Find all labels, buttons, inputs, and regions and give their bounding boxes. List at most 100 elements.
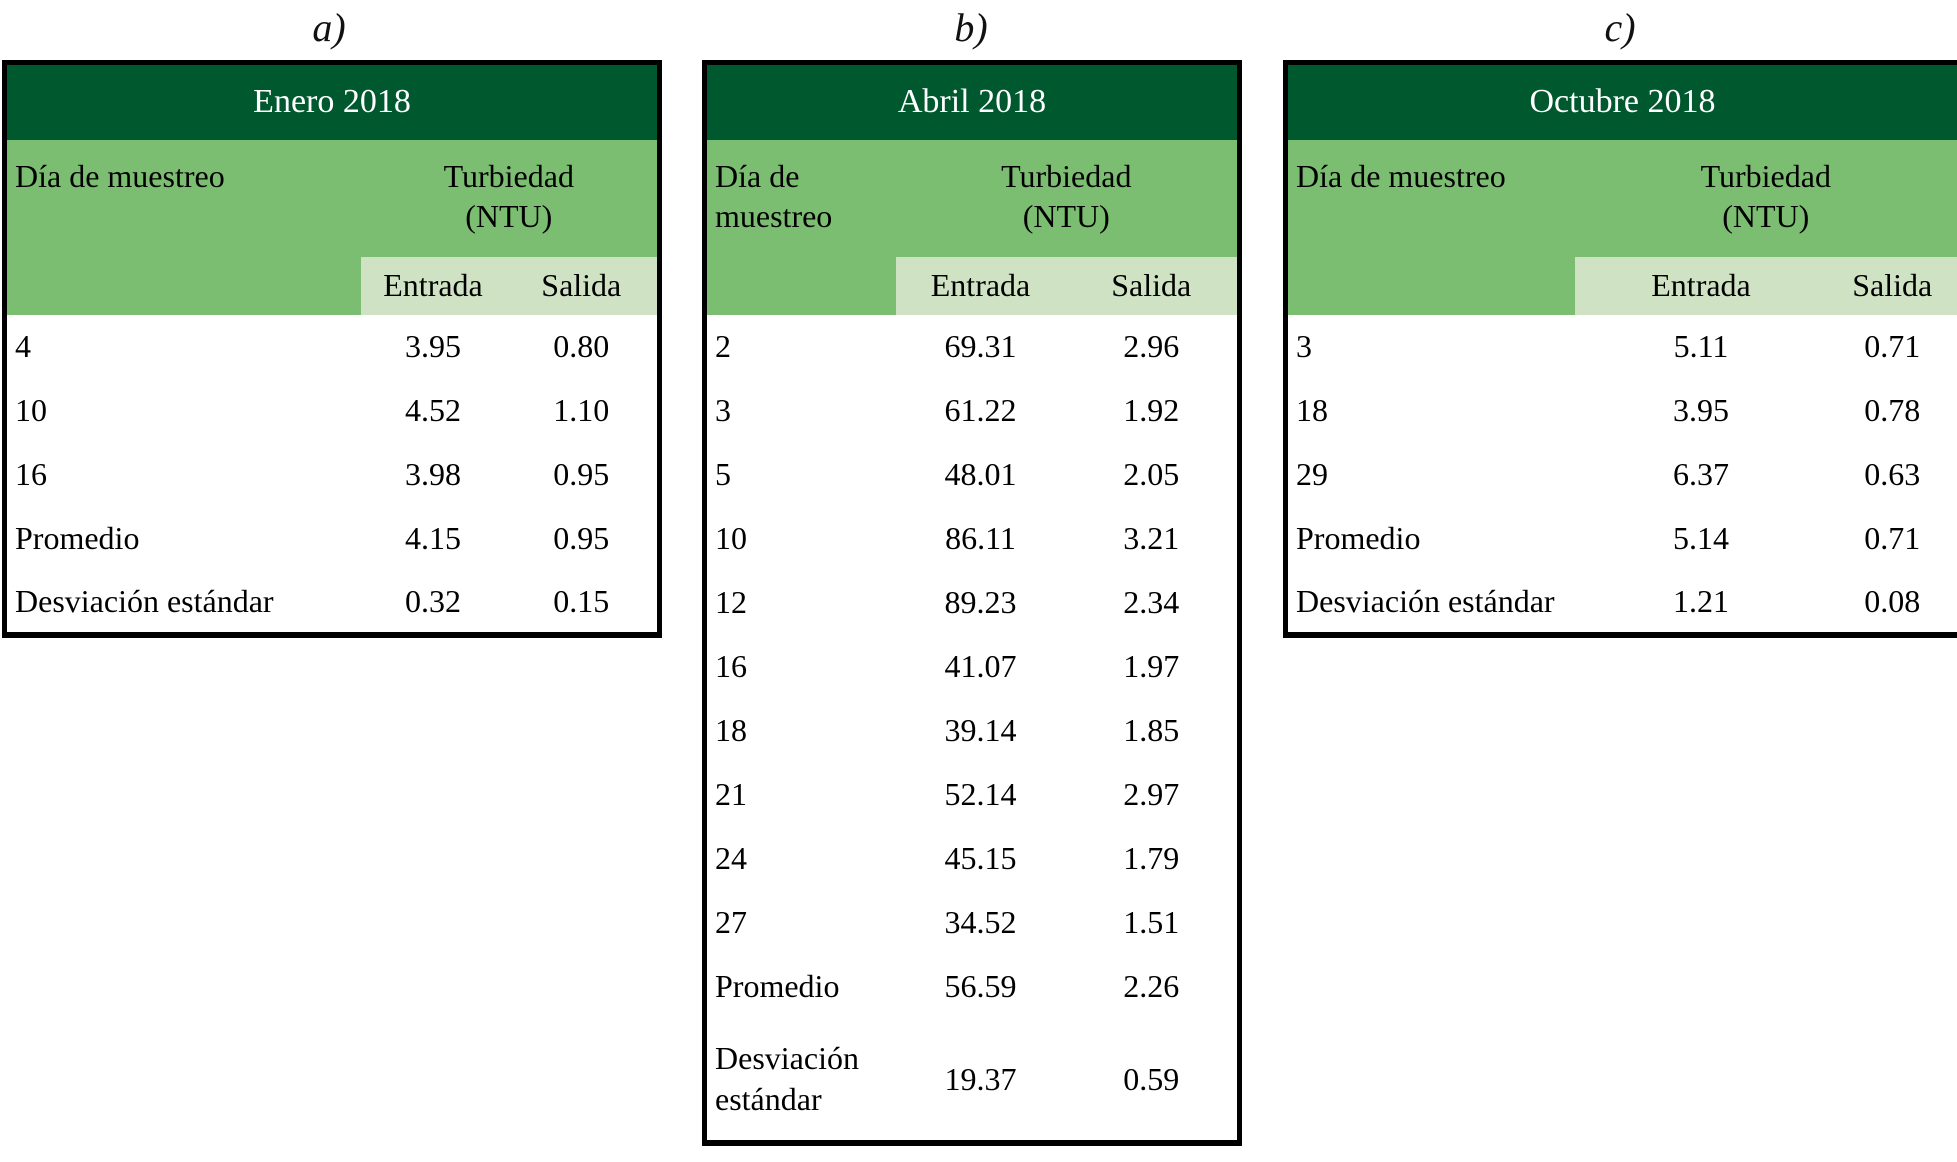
table-row: 10 4.52 1.10 <box>4 378 660 443</box>
cell-salida: 0.63 <box>1827 442 1957 507</box>
cell-day: Promedio <box>704 954 896 1019</box>
cell-day: Desviación estándar <box>704 1018 896 1143</box>
cell-entrada: 39.14 <box>895 698 1066 763</box>
table-row: Desviación estándar 0.32 0.15 <box>4 570 660 635</box>
table-row: 29 6.37 0.63 <box>1285 442 1957 507</box>
table-row: 24 45.15 1.79 <box>704 826 1240 891</box>
cell-day: 21 <box>704 762 896 827</box>
cell-entrada: 69.31 <box>895 314 1066 379</box>
cell-entrada: 61.22 <box>895 378 1066 443</box>
cell-day: Promedio <box>1285 506 1575 571</box>
column-header-day: Día de muestreo <box>4 139 361 315</box>
cell-salida: 0.08 <box>1827 570 1957 635</box>
cell-salida: 0.71 <box>1827 314 1957 379</box>
cell-salida: 2.05 <box>1065 442 1240 507</box>
cell-entrada: 0.32 <box>360 570 506 635</box>
cell-salida: 2.96 <box>1065 314 1240 379</box>
cell-day: 18 <box>1285 378 1575 443</box>
cell-entrada: 86.11 <box>895 506 1066 571</box>
cell-entrada: 3.98 <box>360 442 506 507</box>
cell-entrada: 3.95 <box>360 314 506 379</box>
cell-salida: 2.34 <box>1065 570 1240 635</box>
cell-day: 12 <box>704 570 896 635</box>
cell-salida: 0.59 <box>1065 1018 1240 1143</box>
cell-day: Desviación estándar <box>1285 570 1575 635</box>
cell-day: 24 <box>704 826 896 891</box>
table-octubre-2018: Octubre 2018 Día de muestreo Turbiedad (… <box>1283 60 1957 638</box>
cell-salida: 0.95 <box>505 506 660 571</box>
table-enero-2018: Enero 2018 Día de muestreo Turbiedad (NT… <box>2 60 663 638</box>
table-row: 5 48.01 2.05 <box>704 442 1240 507</box>
table-row: 27 34.52 1.51 <box>704 890 1240 955</box>
table-row: Promedio 5.14 0.71 <box>1285 506 1957 571</box>
column-header-turbidity: Turbiedad (NTU) <box>895 139 1240 257</box>
table-row: 18 3.95 0.78 <box>1285 378 1957 443</box>
cell-day: 10 <box>704 506 896 571</box>
cell-entrada: 89.23 <box>895 570 1066 635</box>
cell-entrada: 41.07 <box>895 634 1066 699</box>
turbidity-unit: (NTU) <box>1022 198 1110 235</box>
column-header-inflow: Entrada <box>1574 256 1828 315</box>
cell-entrada: 5.11 <box>1574 314 1828 379</box>
cell-day: 10 <box>4 378 361 443</box>
cell-salida: 1.79 <box>1065 826 1240 891</box>
cell-entrada: 56.59 <box>895 954 1066 1019</box>
turbidity-unit: (NTU) <box>1722 198 1810 235</box>
table-row: 18 39.14 1.85 <box>704 698 1240 763</box>
cell-salida: 1.85 <box>1065 698 1240 763</box>
cell-entrada: 19.37 <box>895 1018 1066 1143</box>
cell-day: Promedio <box>4 506 361 571</box>
data-table: Abril 2018 Día de muestreo Turbiedad (NT… <box>702 60 1242 1146</box>
column-header-turbidity: Turbiedad (NTU) <box>360 139 660 257</box>
table-row: 16 3.98 0.95 <box>4 442 660 507</box>
cell-salida: 0.80 <box>505 314 660 379</box>
table-title: Abril 2018 <box>704 62 1240 140</box>
cell-entrada: 3.95 <box>1574 378 1828 443</box>
cell-salida: 1.92 <box>1065 378 1240 443</box>
table-row: 16 41.07 1.97 <box>704 634 1240 699</box>
table-title: Enero 2018 <box>4 62 660 140</box>
cell-day: 16 <box>4 442 361 507</box>
cell-entrada: 4.52 <box>360 378 506 443</box>
cell-entrada: 45.15 <box>895 826 1066 891</box>
cell-salida: 0.15 <box>505 570 660 635</box>
cell-salida: 0.71 <box>1827 506 1957 571</box>
cell-salida: 2.97 <box>1065 762 1240 827</box>
cell-entrada: 6.37 <box>1574 442 1828 507</box>
table-row: 3 5.11 0.71 <box>1285 314 1957 379</box>
turbidity-label: Turbiedad <box>1700 157 1831 194</box>
cell-day: 16 <box>704 634 896 699</box>
table-row: Promedio 4.15 0.95 <box>4 506 660 571</box>
table-body: 2 69.31 2.96 3 61.22 1.92 5 48.01 2.05 10 86.11 3.2… <box>704 314 1240 1143</box>
cell-day: 4 <box>4 314 361 379</box>
cell-entrada: 52.14 <box>895 762 1066 827</box>
cell-entrada: 5.14 <box>1574 506 1828 571</box>
table-row: Desviación estándar 19.37 0.59 <box>704 1018 1240 1143</box>
cell-salida: 1.97 <box>1065 634 1240 699</box>
table-abril-2018: Abril 2018 Día de muestreo Turbiedad (NT… <box>702 60 1242 1146</box>
panel-label-a: a) <box>312 5 346 50</box>
cell-entrada: 4.15 <box>360 506 506 571</box>
cell-salida: 2.26 <box>1065 954 1240 1019</box>
cell-salida: 1.51 <box>1065 890 1240 955</box>
cell-entrada: 48.01 <box>895 442 1066 507</box>
cell-day: 3 <box>1285 314 1575 379</box>
data-table: Octubre 2018 Día de muestreo Turbiedad (… <box>1283 60 1957 638</box>
table-body: 3 5.11 0.71 18 3.95 0.78 29 6.37 0.63 Promedio 5.1… <box>1285 314 1957 635</box>
table-body: 4 3.95 0.80 10 4.52 1.10 16 3.98 0.95 Promedio 4.1… <box>4 314 660 635</box>
table-row: 12 89.23 2.34 <box>704 570 1240 635</box>
table-row: 3 61.22 1.92 <box>704 378 1240 443</box>
table-row: 4 3.95 0.80 <box>4 314 660 379</box>
cell-day: 2 <box>704 314 896 379</box>
cell-salida: 1.10 <box>505 378 660 443</box>
table-row: Promedio 56.59 2.26 <box>704 954 1240 1019</box>
table-row: 21 52.14 2.97 <box>704 762 1240 827</box>
turbidity-label: Turbiedad <box>1001 157 1132 194</box>
cell-salida: 3.21 <box>1065 506 1240 571</box>
column-header-outflow: Salida <box>1065 256 1240 315</box>
cell-entrada: 1.21 <box>1574 570 1828 635</box>
column-header-inflow: Entrada <box>360 256 506 315</box>
cell-day: 18 <box>704 698 896 763</box>
panel-label-c: c) <box>1604 5 1636 50</box>
panel-label-b: b) <box>954 5 988 50</box>
